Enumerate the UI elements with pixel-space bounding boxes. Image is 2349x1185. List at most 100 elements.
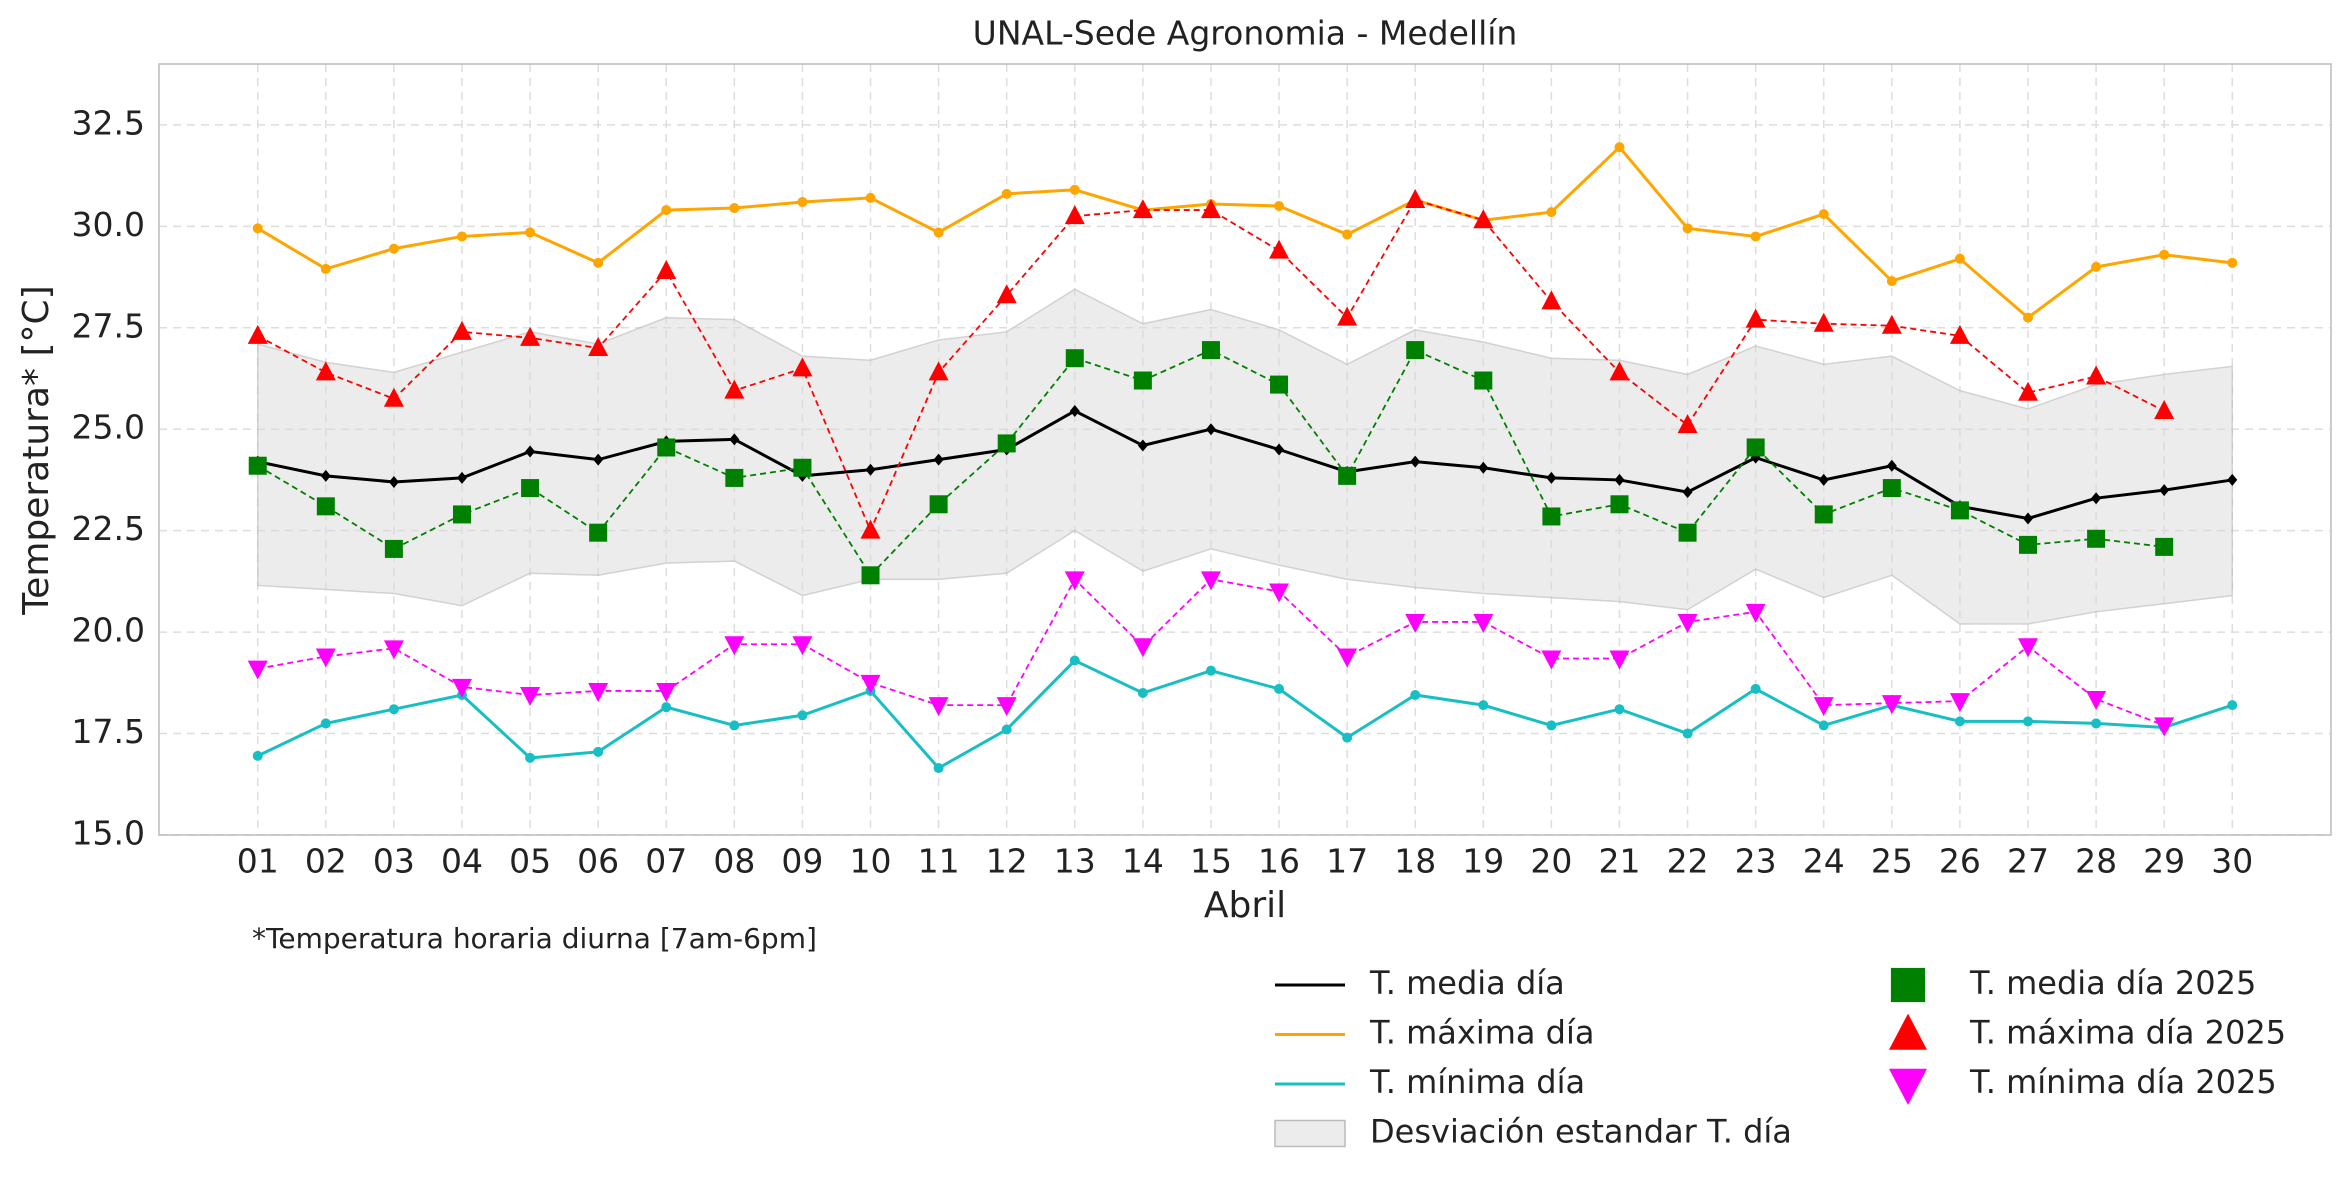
marker	[525, 752, 536, 763]
marker	[1069, 184, 1080, 195]
marker	[1682, 486, 1693, 499]
marker	[2154, 717, 2175, 737]
marker	[1337, 306, 1358, 326]
marker	[2091, 718, 2102, 729]
marker	[656, 259, 677, 279]
marker	[1473, 613, 1494, 633]
marker	[1337, 648, 1358, 668]
marker	[315, 648, 336, 668]
y-tick-label: 15.0	[72, 814, 145, 853]
marker	[1750, 683, 1761, 694]
marker	[525, 445, 536, 458]
x-tick-label: 08	[713, 842, 755, 881]
legend-band	[1274, 1119, 1346, 1148]
marker	[997, 434, 1016, 453]
marker	[1270, 375, 1289, 394]
x-tick-label: 18	[1394, 842, 1436, 881]
marker	[657, 438, 676, 457]
marker	[1614, 142, 1625, 153]
marker	[1200, 571, 1221, 591]
marker	[1889, 1013, 1927, 1050]
marker	[1813, 312, 1834, 332]
marker	[320, 469, 331, 482]
marker	[388, 704, 399, 715]
y-tick-label: 27.5	[72, 306, 145, 345]
marker	[520, 687, 541, 707]
marker	[320, 718, 331, 729]
marker	[593, 746, 604, 757]
marker	[1546, 207, 1557, 218]
x-tick-label: 07	[645, 842, 687, 881]
marker	[388, 475, 399, 488]
x-tick-label: 23	[1735, 842, 1777, 881]
marker	[2019, 535, 2038, 554]
marker	[729, 433, 740, 446]
x-tick-label: 14	[1122, 842, 1164, 881]
marker	[724, 636, 745, 656]
marker	[1064, 205, 1085, 225]
marker	[1814, 505, 1833, 524]
marker	[1949, 324, 1970, 344]
marker	[1205, 665, 1216, 676]
marker	[2155, 537, 2174, 556]
marker	[1682, 728, 1693, 739]
series-line	[257, 409, 2233, 521]
marker	[1813, 697, 1834, 717]
marker	[1001, 724, 1012, 735]
marker	[320, 263, 331, 274]
marker	[1137, 439, 1148, 452]
marker	[1069, 404, 1080, 417]
marker	[1069, 655, 1080, 666]
marker	[725, 468, 744, 487]
x-tick-label: 26	[1939, 842, 1981, 881]
marker	[1818, 209, 1829, 220]
marker	[247, 660, 268, 680]
x-tick-label: 11	[918, 842, 960, 881]
marker	[2227, 257, 2238, 268]
x-tick-label: 27	[2007, 842, 2049, 881]
marker	[661, 205, 672, 216]
x-tick-label: 12	[986, 842, 1028, 881]
legend-label: T. máxima día 2025	[1969, 1014, 2286, 1052]
marker	[589, 523, 608, 542]
x-tick-label: 21	[1598, 842, 1640, 881]
marker	[1677, 613, 1698, 633]
marker	[2159, 249, 2170, 260]
x-tick-label: 22	[1667, 842, 1709, 881]
marker	[2023, 512, 2034, 525]
marker	[2086, 365, 2107, 385]
marker	[1882, 479, 1901, 498]
x-tick-label: 06	[577, 842, 619, 881]
marker	[2159, 484, 2170, 497]
marker	[1678, 523, 1697, 542]
marker	[1473, 209, 1494, 229]
marker	[2018, 638, 2039, 658]
legend-label: T. media día	[1369, 964, 1565, 1002]
marker	[593, 257, 604, 268]
x-tick-label: 15	[1190, 842, 1232, 881]
marker	[1546, 471, 1557, 484]
marker	[996, 697, 1017, 717]
x-tick-label: 30	[2211, 842, 2253, 881]
marker	[1890, 967, 1926, 1003]
x-tick-label: 02	[305, 842, 347, 881]
marker	[1201, 341, 1220, 360]
marker	[520, 326, 541, 346]
marker	[1405, 613, 1426, 633]
marker	[860, 674, 881, 694]
marker	[1137, 687, 1148, 698]
x-tick-label: 28	[2075, 842, 2117, 881]
legend-label: T. mínima día	[1369, 1063, 1585, 1101]
y-tick-label: 20.0	[72, 611, 145, 650]
marker	[252, 223, 263, 234]
legend-marker	[1889, 1068, 1927, 1105]
marker	[933, 227, 944, 238]
marker	[656, 682, 677, 702]
marker	[1541, 290, 1562, 310]
marker	[2091, 492, 2102, 505]
marker	[933, 453, 944, 466]
marker	[1949, 693, 1970, 713]
x-tick-label: 03	[373, 842, 415, 881]
marker	[1609, 361, 1630, 381]
marker	[1274, 443, 1285, 456]
